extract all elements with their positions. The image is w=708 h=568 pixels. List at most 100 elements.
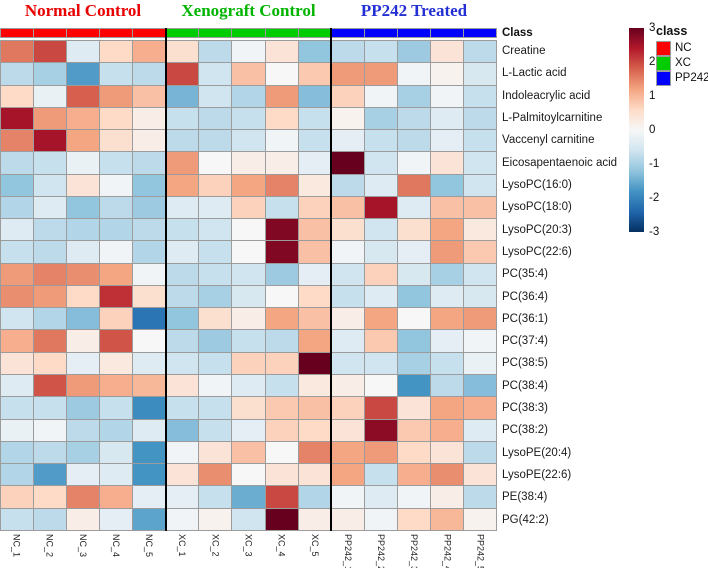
heatmap-cell: [298, 419, 331, 441]
heatmap-cell: [67, 285, 100, 308]
heatmap-cell: [265, 508, 298, 530]
heatmap-cell: [67, 330, 100, 352]
heatmap-cell: [232, 85, 265, 107]
colorbar-gradient: [629, 28, 644, 232]
heatmap-cell: [397, 419, 430, 441]
heatmap-cell: [331, 486, 364, 508]
group-title-normal-control: Normal Control: [24, 1, 142, 20]
heatmap-cell: [430, 85, 463, 107]
row-label: PC(38:2): [502, 424, 549, 437]
class-legend-swatch: [656, 41, 671, 56]
column-label: PP242_4: [442, 534, 453, 568]
heatmap-cell: [463, 196, 496, 219]
row-labels: Creatine L-Lactic acid Indoleacrylic acid L…: [502, 40, 702, 531]
heatmap-cell: [430, 241, 463, 263]
heatmap-cell: [67, 375, 100, 397]
heatmap-cell: [364, 107, 397, 130]
heatmap-cell: [34, 107, 67, 130]
heatmap-cell: [199, 285, 232, 308]
heatmap-cell: [100, 397, 133, 419]
heatmap-cell: [265, 130, 298, 152]
heatmap-cell: [397, 85, 430, 107]
heatmap-cell: [199, 174, 232, 196]
column-label: PP242_2: [376, 534, 387, 568]
heatmap-cell: [133, 464, 166, 486]
heatmap-cell: [133, 486, 166, 508]
heatmap-cell: [199, 130, 232, 152]
heatmap-cell: [463, 152, 496, 174]
colorbar-tick-label: -2: [649, 192, 660, 204]
heatmap-cell: [133, 263, 166, 285]
column-label: NC_1: [11, 534, 22, 558]
heatmap-cell: [265, 63, 298, 85]
heatmap-cell: [232, 397, 265, 419]
heatmap-cell: [67, 486, 100, 508]
colorbar-tick-label: -3: [649, 226, 660, 238]
heatmap-cell: [232, 352, 265, 375]
heatmap-cell: [67, 397, 100, 419]
row-label: PC(37:4): [502, 335, 549, 348]
heatmap-cell: [133, 285, 166, 308]
group-title-pp242-treated: PP242 Treated: [360, 1, 468, 20]
row-label: LysoPC(16:0): [502, 178, 572, 191]
heatmap-cell: [430, 330, 463, 352]
heatmap-cell: [430, 41, 463, 63]
heatmap-cell: [265, 85, 298, 107]
heatmap-cell: [1, 441, 34, 464]
heatmap-cell: [133, 330, 166, 352]
class-bar-segment: [100, 29, 133, 37]
heatmap-cell: [67, 130, 100, 152]
heatmap-cell: [331, 263, 364, 285]
heatmap-cell: [364, 330, 397, 352]
heatmap-cell: [430, 464, 463, 486]
heatmap-cell: [463, 397, 496, 419]
heatmap-cell: [463, 219, 496, 241]
heatmap-cell: [463, 41, 496, 63]
heatmap-cell: [463, 174, 496, 196]
heatmap-cell: [133, 107, 166, 130]
heatmap-cell: [166, 63, 199, 85]
heatmap-cell: [430, 375, 463, 397]
heatmap-cell: [199, 219, 232, 241]
heatmap-cell: [1, 330, 34, 352]
heatmap-cell: [298, 486, 331, 508]
heatmap-cell: [331, 441, 364, 464]
heatmap-cell: [166, 285, 199, 308]
heatmap-cell: [463, 263, 496, 285]
class-bar-segment: [199, 29, 232, 37]
heatmap-cell: [298, 196, 331, 219]
heatmap-cell: [67, 107, 100, 130]
class-legend-title: class: [656, 24, 688, 38]
heatmap-cell: [67, 241, 100, 263]
heatmap-cell: [100, 285, 133, 308]
heatmap-cell: [298, 397, 331, 419]
class-bar-segment: [34, 29, 67, 37]
heatmap-cell: [100, 419, 133, 441]
heatmap-cell: [265, 196, 298, 219]
heatmap-cell: [265, 330, 298, 352]
heatmap-cell: [430, 107, 463, 130]
row-label: PC(38:4): [502, 379, 549, 392]
column-label: PP242_5: [475, 534, 486, 568]
heatmap-cell: [265, 219, 298, 241]
heatmap-cell: [1, 196, 34, 219]
heatmap-cell: [34, 174, 67, 196]
class-legend-label: NC: [675, 42, 692, 54]
heatmap-cell: [331, 352, 364, 375]
heatmap-cell: [364, 486, 397, 508]
column-label: NC_3: [77, 534, 88, 558]
heatmap-cell: [397, 486, 430, 508]
heatmap-cell: [364, 152, 397, 174]
colorbar-tick-label: 2: [649, 56, 656, 68]
heatmap-cell: [133, 63, 166, 85]
heatmap-cell: [100, 375, 133, 397]
heatmap-cell: [331, 130, 364, 152]
heatmap-cell: [331, 308, 364, 330]
heatmap-cell: [298, 508, 331, 530]
heatmap-cell: [100, 107, 133, 130]
heatmap-cell: [199, 85, 232, 107]
heatmap-cell: [1, 285, 34, 308]
column-label: PP242_3: [409, 534, 420, 568]
heatmap-cell: [67, 219, 100, 241]
